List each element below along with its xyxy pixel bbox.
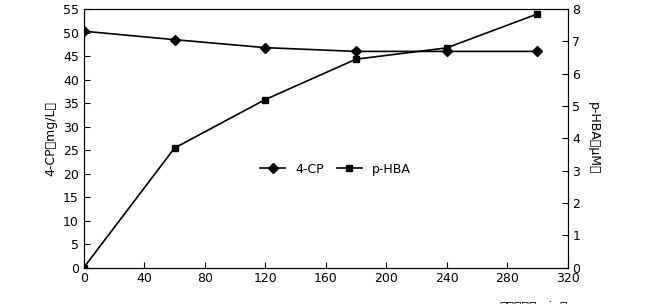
4-CP: [261, 46, 269, 50]
4-CP: [352, 50, 360, 53]
p-HBA: [80, 266, 88, 269]
p-HBA: [261, 98, 269, 102]
p-HBA: [442, 46, 450, 50]
Text: 反应时间（min）: 反应时间（min）: [499, 301, 568, 304]
4-CP: [533, 50, 541, 53]
Y-axis label: p-HBA（μM）: p-HBA（μM）: [587, 102, 600, 174]
Line: 4-CP: 4-CP: [81, 28, 541, 55]
p-HBA: [171, 146, 179, 150]
Y-axis label: 4-CP（mg/L）: 4-CP（mg/L）: [45, 101, 57, 176]
4-CP: [171, 38, 179, 41]
4-CP: [442, 50, 450, 53]
p-HBA: [352, 57, 360, 61]
Legend: 4-CP, p-HBA: 4-CP, p-HBA: [255, 158, 415, 181]
p-HBA: [533, 12, 541, 16]
4-CP: [80, 29, 88, 33]
Line: p-HBA: p-HBA: [81, 11, 541, 271]
